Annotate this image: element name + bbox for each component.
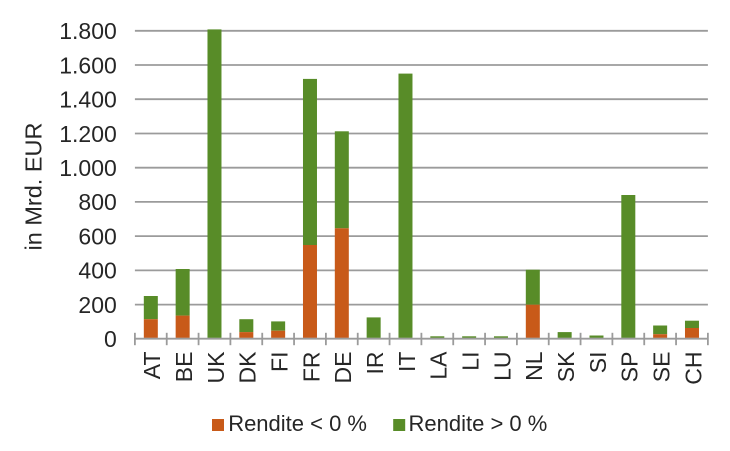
svg-text:DK: DK — [235, 351, 261, 384]
svg-text:1.400: 1.400 — [59, 87, 117, 113]
svg-text:Rendite > 0 %: Rendite > 0 % — [409, 411, 548, 436]
svg-text:LA: LA — [426, 351, 452, 380]
svg-text:in Mrd. EUR: in Mrd. EUR — [21, 123, 47, 251]
svg-text:NL: NL — [521, 351, 547, 381]
svg-text:LI: LI — [458, 352, 484, 371]
svg-text:Rendite < 0 %: Rendite < 0 % — [228, 411, 367, 436]
svg-text:SE: SE — [649, 352, 675, 383]
svg-text:SI: SI — [585, 352, 611, 374]
svg-text:1.800: 1.800 — [59, 18, 117, 44]
svg-text:IT: IT — [394, 352, 420, 372]
svg-text:600: 600 — [78, 223, 116, 249]
svg-text:800: 800 — [78, 189, 116, 215]
svg-text:AT: AT — [139, 352, 165, 380]
svg-text:SP: SP — [617, 352, 643, 383]
svg-text:0: 0 — [104, 326, 117, 352]
svg-text:BE: BE — [171, 352, 197, 383]
svg-text:200: 200 — [78, 292, 116, 318]
svg-text:SK: SK — [553, 351, 579, 382]
svg-text:FR: FR — [298, 352, 324, 383]
svg-text:1.200: 1.200 — [59, 121, 117, 147]
svg-text:CH: CH — [680, 352, 706, 385]
svg-text:1.600: 1.600 — [59, 52, 117, 78]
svg-text:DE: DE — [330, 352, 356, 384]
svg-text:FI: FI — [267, 352, 293, 372]
svg-text:UK: UK — [203, 351, 229, 384]
svg-text:LU: LU — [489, 352, 515, 381]
svg-text:IR: IR — [362, 352, 388, 375]
svg-text:1.000: 1.000 — [59, 155, 117, 181]
svg-text:400: 400 — [78, 258, 116, 284]
